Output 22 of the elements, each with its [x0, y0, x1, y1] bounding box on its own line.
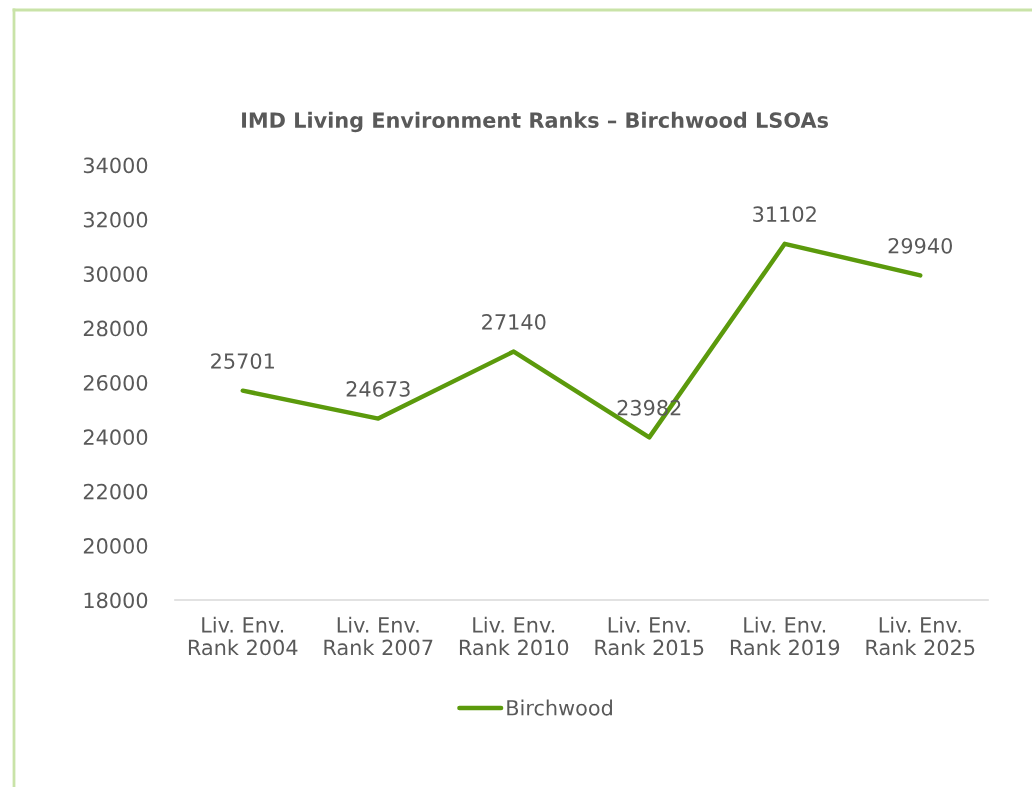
- data-label: 25701: [211, 353, 274, 369]
- y-tick-label: 28000: [83, 320, 148, 337]
- x-tick-label: Liv. Env. Rank 2007: [324, 616, 433, 656]
- x-tick-label: Liv. Env. Rank 2015: [595, 616, 704, 656]
- x-tick-label: Liv. Env. Rank 2004: [188, 616, 298, 656]
- data-label: 27140: [482, 314, 546, 330]
- y-tick-label: 32000: [83, 211, 148, 228]
- x-tick-label: Liv. Env. Rank 2025: [866, 616, 975, 656]
- y-tick-label: 18000: [84, 592, 148, 609]
- data-label: 31102: [753, 206, 816, 223]
- y-tick-label: 34000: [83, 157, 148, 174]
- legend-label: Birchwood: [507, 699, 612, 716]
- y-tick-label: 20000: [83, 538, 148, 554]
- data-label: 29940: [888, 237, 952, 254]
- y-tick-label: 22000: [83, 483, 148, 500]
- y-tick-label: 26000: [83, 374, 148, 391]
- x-tick-label: Liv. Env. Rank 2019: [730, 616, 840, 656]
- data-label: 24673: [346, 381, 410, 397]
- y-tick-label: 30000: [83, 266, 148, 282]
- x-tick-label: Liv. Env. Rank 2010: [459, 616, 569, 656]
- y-tick-label: 24000: [83, 429, 148, 446]
- chart-title: IMD Living Environment Ranks – Birchwood LSOAs: [242, 111, 829, 133]
